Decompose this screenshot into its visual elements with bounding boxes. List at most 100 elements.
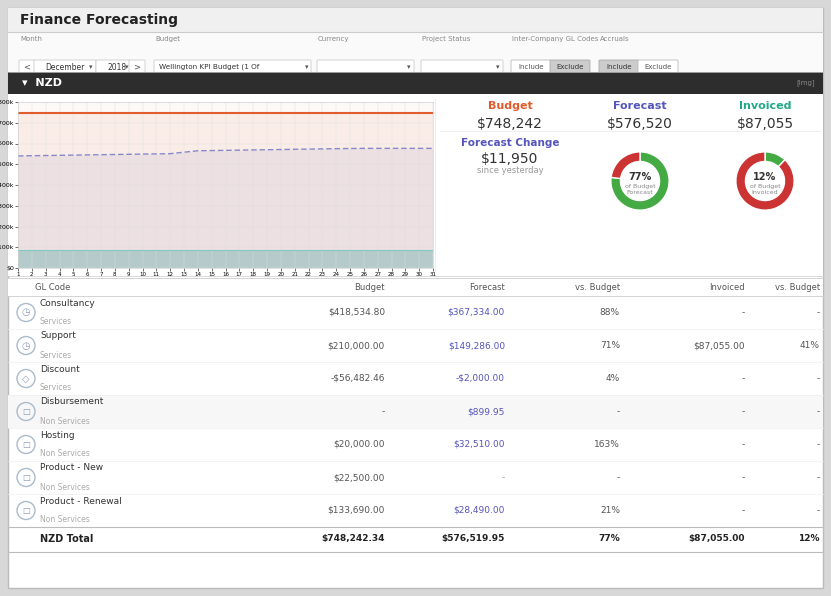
Text: Services: Services — [40, 383, 72, 393]
Text: Include: Include — [519, 64, 543, 70]
Text: 12%: 12% — [799, 534, 820, 543]
FancyBboxPatch shape — [96, 60, 130, 76]
FancyBboxPatch shape — [8, 32, 823, 72]
Text: Invoiced: Invoiced — [739, 101, 791, 111]
Text: -: - — [817, 374, 820, 383]
Text: NZD Total: NZD Total — [40, 533, 93, 544]
Text: $418,534.80: $418,534.80 — [328, 308, 385, 317]
Text: $367,334.00: $367,334.00 — [448, 308, 505, 317]
Text: -: - — [617, 473, 620, 482]
Text: 77%: 77% — [598, 534, 620, 543]
FancyBboxPatch shape — [511, 60, 551, 76]
Text: Exclude: Exclude — [644, 64, 671, 70]
Text: Budget: Budget — [488, 101, 533, 111]
Text: $87,055.00: $87,055.00 — [693, 341, 745, 350]
Text: of Budget
Forecast: of Budget Forecast — [625, 184, 656, 195]
Text: Month: Month — [20, 36, 42, 42]
Wedge shape — [736, 152, 794, 210]
Text: $149,286.00: $149,286.00 — [448, 341, 505, 350]
Text: 2018: 2018 — [107, 63, 126, 72]
Text: $11,950: $11,950 — [481, 152, 538, 166]
FancyBboxPatch shape — [421, 60, 503, 76]
Text: 41%: 41% — [800, 341, 820, 350]
FancyBboxPatch shape — [8, 8, 823, 32]
Text: Non Services: Non Services — [40, 483, 90, 492]
Text: Finance Forecasting: Finance Forecasting — [20, 13, 178, 27]
Text: $576,520: $576,520 — [607, 117, 673, 131]
Text: 163%: 163% — [594, 440, 620, 449]
Text: ▾: ▾ — [407, 64, 411, 70]
Text: $899.95: $899.95 — [468, 407, 505, 416]
Text: □: □ — [22, 473, 30, 482]
FancyBboxPatch shape — [34, 60, 96, 76]
Text: GL Code: GL Code — [35, 283, 71, 291]
Text: <: < — [23, 63, 31, 72]
Text: >: > — [134, 63, 140, 72]
Text: -: - — [742, 407, 745, 416]
Text: Exclude: Exclude — [556, 64, 583, 70]
Text: Forecast: Forecast — [613, 101, 666, 111]
Text: -: - — [502, 473, 505, 482]
Text: of Budget
Invoiced: of Budget Invoiced — [750, 184, 780, 195]
Text: Forecast: Forecast — [470, 283, 505, 291]
Wedge shape — [765, 152, 785, 167]
Text: $133,690.00: $133,690.00 — [327, 506, 385, 515]
Text: ▾  NZD: ▾ NZD — [22, 78, 62, 88]
Text: -: - — [742, 506, 745, 515]
Text: 71%: 71% — [600, 341, 620, 350]
Text: Inter-Company GL Codes: Inter-Company GL Codes — [512, 36, 598, 42]
Text: ◷: ◷ — [22, 340, 30, 350]
FancyBboxPatch shape — [8, 278, 823, 296]
Text: ▾: ▾ — [89, 64, 93, 70]
Text: Services: Services — [40, 350, 72, 359]
Text: $576,519.95: $576,519.95 — [441, 534, 505, 543]
Text: Product - New: Product - New — [40, 464, 103, 473]
Text: [img]: [img] — [796, 80, 815, 86]
Text: Wellington KPI Budget (1 Of: Wellington KPI Budget (1 Of — [159, 64, 259, 70]
Text: Support: Support — [40, 331, 76, 340]
Text: 88%: 88% — [600, 308, 620, 317]
Text: -: - — [817, 407, 820, 416]
Text: $32,510.00: $32,510.00 — [454, 440, 505, 449]
Text: 12%: 12% — [754, 172, 777, 182]
Text: -: - — [742, 308, 745, 317]
Text: Include: Include — [607, 64, 632, 70]
FancyBboxPatch shape — [129, 60, 145, 76]
Text: Accruals: Accruals — [600, 36, 630, 42]
Text: vs. Budget: vs. Budget — [774, 283, 820, 291]
Text: Budget: Budget — [355, 283, 385, 291]
Text: Services: Services — [40, 318, 72, 327]
Text: 77%: 77% — [628, 172, 652, 182]
Wedge shape — [611, 152, 640, 179]
FancyBboxPatch shape — [638, 60, 678, 76]
Text: Currency: Currency — [318, 36, 350, 42]
Text: December: December — [46, 63, 85, 72]
Text: -: - — [742, 440, 745, 449]
FancyBboxPatch shape — [19, 60, 35, 76]
Text: -: - — [742, 374, 745, 383]
FancyBboxPatch shape — [8, 8, 823, 588]
Text: Hosting: Hosting — [40, 430, 75, 439]
Text: Non Services: Non Services — [40, 417, 90, 426]
Text: 4%: 4% — [606, 374, 620, 383]
Text: -: - — [817, 506, 820, 515]
Text: -$2,000.00: -$2,000.00 — [456, 374, 505, 383]
Text: ▾: ▾ — [496, 64, 499, 70]
FancyBboxPatch shape — [8, 395, 823, 428]
Text: □: □ — [22, 506, 30, 515]
Text: ▾: ▾ — [305, 64, 309, 70]
Text: Budget: Budget — [155, 36, 180, 42]
Text: 21%: 21% — [600, 506, 620, 515]
Text: Invoiced: Invoiced — [710, 283, 745, 291]
Text: $22,500.00: $22,500.00 — [333, 473, 385, 482]
Text: -: - — [742, 473, 745, 482]
Wedge shape — [611, 152, 669, 210]
FancyBboxPatch shape — [8, 94, 823, 276]
Text: □: □ — [22, 440, 30, 449]
Text: Discount: Discount — [40, 365, 80, 374]
Text: Non Services: Non Services — [40, 449, 90, 458]
Text: -$56,482.46: -$56,482.46 — [331, 374, 385, 383]
Text: $87,055.00: $87,055.00 — [689, 534, 745, 543]
Text: Forecast Change: Forecast Change — [460, 138, 559, 148]
Text: ▾: ▾ — [125, 64, 129, 70]
